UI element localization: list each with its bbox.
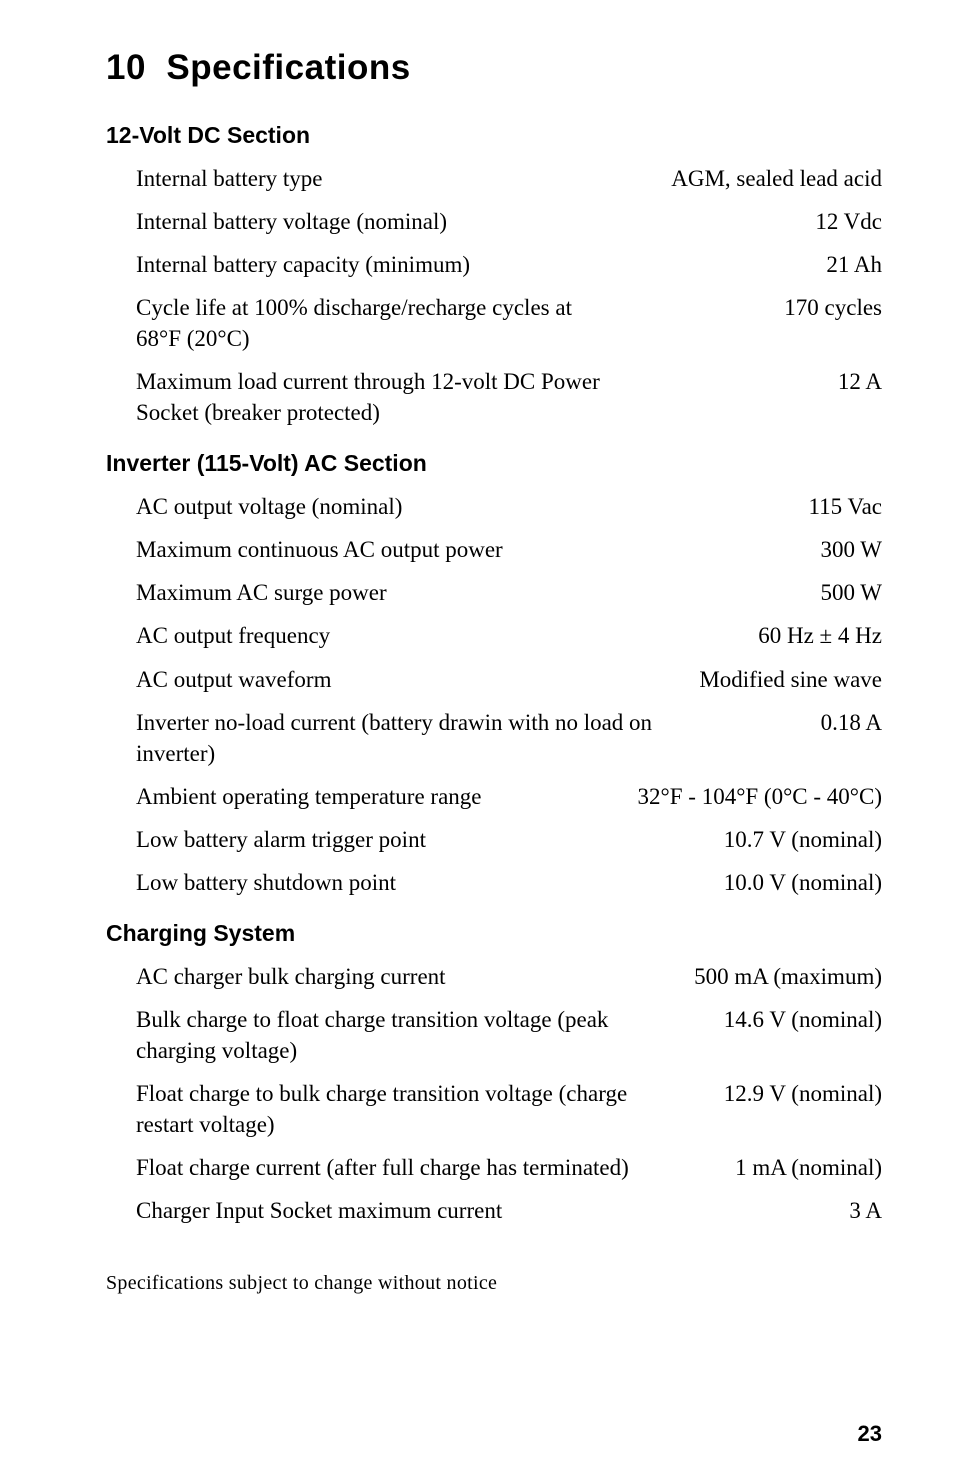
spec-value: 21 Ah <box>826 249 882 280</box>
spec-value: 3 A <box>849 1195 882 1226</box>
spec-row: Internal battery type AGM, sealed lead a… <box>136 163 882 194</box>
spec-label: AC output frequency <box>136 620 758 651</box>
spec-value: 300 W <box>820 534 882 565</box>
spec-label: Cycle life at 100% discharge/recharge cy… <box>136 292 616 354</box>
spec-row: AC output voltage (nominal) 115 Vac <box>136 491 882 522</box>
section-heading-dc: 12-Volt DC Section <box>106 122 882 149</box>
spec-label: Charger Input Socket maximum current <box>136 1195 849 1226</box>
spec-row: Bulk charge to float charge transition v… <box>136 1004 882 1066</box>
spec-label: Internal battery type <box>136 163 671 194</box>
spec-label: Float charge current (after full charge … <box>136 1152 735 1183</box>
spec-label: Float charge to bulk charge transition v… <box>136 1078 676 1140</box>
chapter-title: 10 Specifications <box>106 48 882 88</box>
spec-value: AGM, sealed lead acid <box>671 163 882 194</box>
spec-row: Internal battery capacity (minimum) 21 A… <box>136 249 882 280</box>
spec-row: Internal battery voltage (nominal) 12 Vd… <box>136 206 882 237</box>
spec-value: 10.0 V (nominal) <box>724 867 882 898</box>
spec-row: Inverter no-load current (battery drawin… <box>136 707 882 769</box>
spec-row: Float charge to bulk charge transition v… <box>136 1078 882 1140</box>
spec-row: Charger Input Socket maximum current 3 A <box>136 1195 882 1226</box>
spec-value: 170 cycles <box>784 292 882 323</box>
chapter-title-text: Specifications <box>166 48 410 87</box>
spec-row: Maximum AC surge power 500 W <box>136 577 882 608</box>
spec-row: Cycle life at 100% discharge/recharge cy… <box>136 292 882 354</box>
spec-value: 1 mA (nominal) <box>735 1152 882 1183</box>
spec-value: 14.6 V (nominal) <box>724 1004 882 1035</box>
spec-row: AC charger bulk charging current 500 mA … <box>136 961 882 992</box>
spec-value: 60 Hz ± 4 Hz <box>758 620 882 651</box>
spec-value: 12 A <box>838 366 882 397</box>
spec-row: Ambient operating temperature range 32°F… <box>136 781 882 812</box>
spec-row: AC output frequency 60 Hz ± 4 Hz <box>136 620 882 651</box>
section-heading-inverter: Inverter (115-Volt) AC Section <box>106 450 882 477</box>
section-heading-charging: Charging System <box>106 920 882 947</box>
spec-value: Modified sine wave <box>699 664 882 695</box>
footnote: Specifications subject to change without… <box>106 1272 882 1295</box>
spec-label: Internal battery capacity (minimum) <box>136 249 826 280</box>
spec-label: Maximum AC surge power <box>136 577 820 608</box>
spec-value: 0.18 A <box>821 707 882 738</box>
spec-row: Low battery shutdown point 10.0 V (nomin… <box>136 867 882 898</box>
spec-row: AC output waveform Modified sine wave <box>136 664 882 695</box>
spec-row: Maximum continuous AC output power 300 W <box>136 534 882 565</box>
spec-value: 32°F - 104°F (0°C - 40°C) <box>638 781 882 812</box>
spec-label: Ambient operating temperature range <box>136 781 638 812</box>
chapter-number: 10 <box>106 48 146 87</box>
spec-label: Maximum load current through 12-volt DC … <box>136 366 636 428</box>
spec-label: Bulk charge to float charge transition v… <box>136 1004 676 1066</box>
spec-value: 12.9 V (nominal) <box>724 1078 882 1109</box>
spec-label: Maximum continuous AC output power <box>136 534 820 565</box>
page-number: 23 <box>858 1421 882 1447</box>
spec-value: 500 W <box>820 577 882 608</box>
spec-value: 10.7 V (nominal) <box>724 824 882 855</box>
page: 10 Specifications 12-Volt DC Section Int… <box>0 0 954 1475</box>
spec-label: Internal battery voltage (nominal) <box>136 206 815 237</box>
spec-label: Low battery alarm trigger point <box>136 824 724 855</box>
spec-value: 115 Vac <box>809 491 882 522</box>
spec-row: Maximum load current through 12-volt DC … <box>136 366 882 428</box>
spec-label: AC output waveform <box>136 664 699 695</box>
spec-row: Float charge current (after full charge … <box>136 1152 882 1183</box>
spec-label: AC output voltage (nominal) <box>136 491 809 522</box>
spec-label: Inverter no-load current (battery drawin… <box>136 707 676 769</box>
spec-value: 12 Vdc <box>815 206 882 237</box>
spec-value: 500 mA (maximum) <box>694 961 882 992</box>
spec-label: Low battery shutdown point <box>136 867 724 898</box>
spec-row: Low battery alarm trigger point 10.7 V (… <box>136 824 882 855</box>
spec-label: AC charger bulk charging current <box>136 961 694 992</box>
